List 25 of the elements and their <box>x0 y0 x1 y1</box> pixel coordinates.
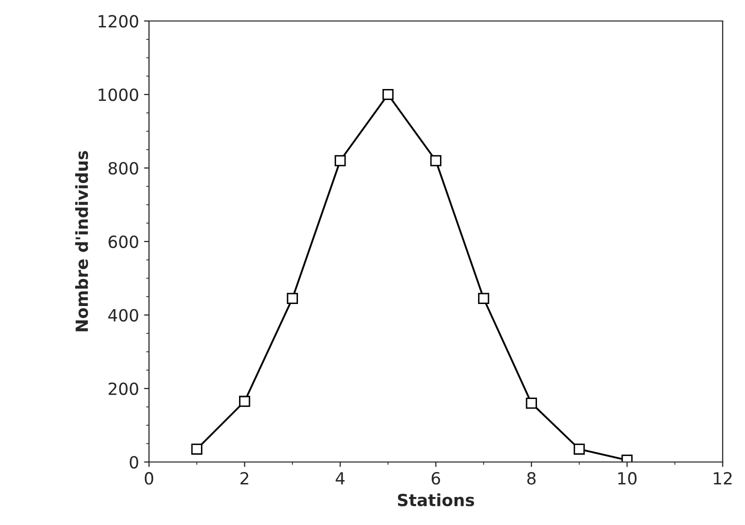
y-tick-label: 800 <box>108 162 138 175</box>
y-tick-label: 0 <box>130 456 138 469</box>
point <box>430 155 442 166</box>
y-tick-label: 1200 <box>98 14 138 28</box>
y-tick-label: 1000 <box>98 88 138 102</box>
point <box>574 444 585 455</box>
x-tick-label: 6 <box>432 472 440 485</box>
y-tick-label: 600 <box>108 235 138 248</box>
point <box>239 396 250 407</box>
point <box>334 155 346 166</box>
point <box>382 88 394 100</box>
x-axis-title: Stations <box>398 493 474 506</box>
point <box>526 398 537 409</box>
x-tick-label: 0 <box>144 472 154 485</box>
x-tick-label: 10 <box>618 472 637 485</box>
x-tick-label: 8 <box>527 472 536 485</box>
x-tick-label: 12 <box>714 472 732 484</box>
y-axis-title: Nombre d'individus <box>75 151 88 332</box>
y-tick-label: 200 <box>108 382 138 396</box>
point <box>191 444 202 455</box>
x-tick-label: 2 <box>240 472 248 484</box>
point <box>286 292 298 304</box>
x-tick-label: 4 <box>336 472 345 484</box>
y-tick-label: 400 <box>108 308 138 322</box>
point <box>478 292 490 304</box>
